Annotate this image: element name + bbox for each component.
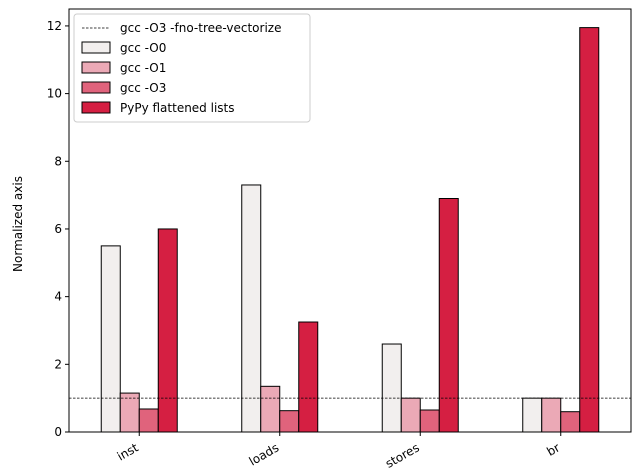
bar-gcc-o3-stores [419, 409, 440, 433]
bar-pypy-flattened-lists-loads [298, 321, 319, 433]
y-tick-label: 6 [54, 222, 62, 236]
legend-label: gcc -O1 [120, 61, 166, 75]
bar-gcc-o1-stores [400, 397, 421, 433]
x-tick-label: br [544, 440, 562, 458]
y-tick-label: 10 [47, 87, 62, 101]
bar-gcc-o0-inst [100, 245, 121, 433]
legend: gcc -O3 -fno-tree-vectorize gcc -O0 gcc -O… [73, 13, 311, 123]
bar-pypy-flattened-lists-br [579, 27, 600, 433]
bars-group [100, 27, 600, 433]
plot-frame [68, 8, 632, 433]
bar-pypy-flattened-lists-inst [157, 228, 178, 433]
legend-swatch [81, 81, 111, 94]
legend-swatch [81, 101, 111, 114]
bar-pypy-flattened-lists-stores [438, 198, 459, 433]
bar-gcc-o1-br [541, 397, 562, 433]
bar-gcc-o0-loads [241, 184, 262, 433]
legend-box [73, 13, 311, 123]
bar-gcc-o3-br [560, 411, 581, 433]
legend-label: PyPy flattened lists [120, 101, 235, 115]
bar-gcc-o0-br [522, 397, 543, 433]
legend-label: gcc -O3 -fno-tree-vectorize [120, 21, 281, 35]
legend-label: gcc -O0 [120, 41, 166, 55]
bar-gcc-o1-loads [260, 385, 281, 433]
y-tick-label: 0 [54, 425, 62, 439]
y-tick-label: 8 [54, 154, 62, 168]
bar-gcc-o1-inst [119, 392, 140, 433]
y-tick-label: 2 [54, 357, 62, 371]
bar-gcc-o3-loads [279, 410, 300, 433]
bar-gcc-o3-inst [138, 408, 159, 433]
legend-label: gcc -O3 [120, 81, 166, 95]
y-tick-label: 12 [47, 19, 62, 33]
bar-gcc-o0-stores [381, 343, 402, 433]
legend-swatch [81, 41, 111, 54]
y-axis-label: Normalized axis [11, 176, 25, 272]
legend-swatch [81, 61, 111, 74]
y-tick-label: 4 [54, 290, 62, 304]
